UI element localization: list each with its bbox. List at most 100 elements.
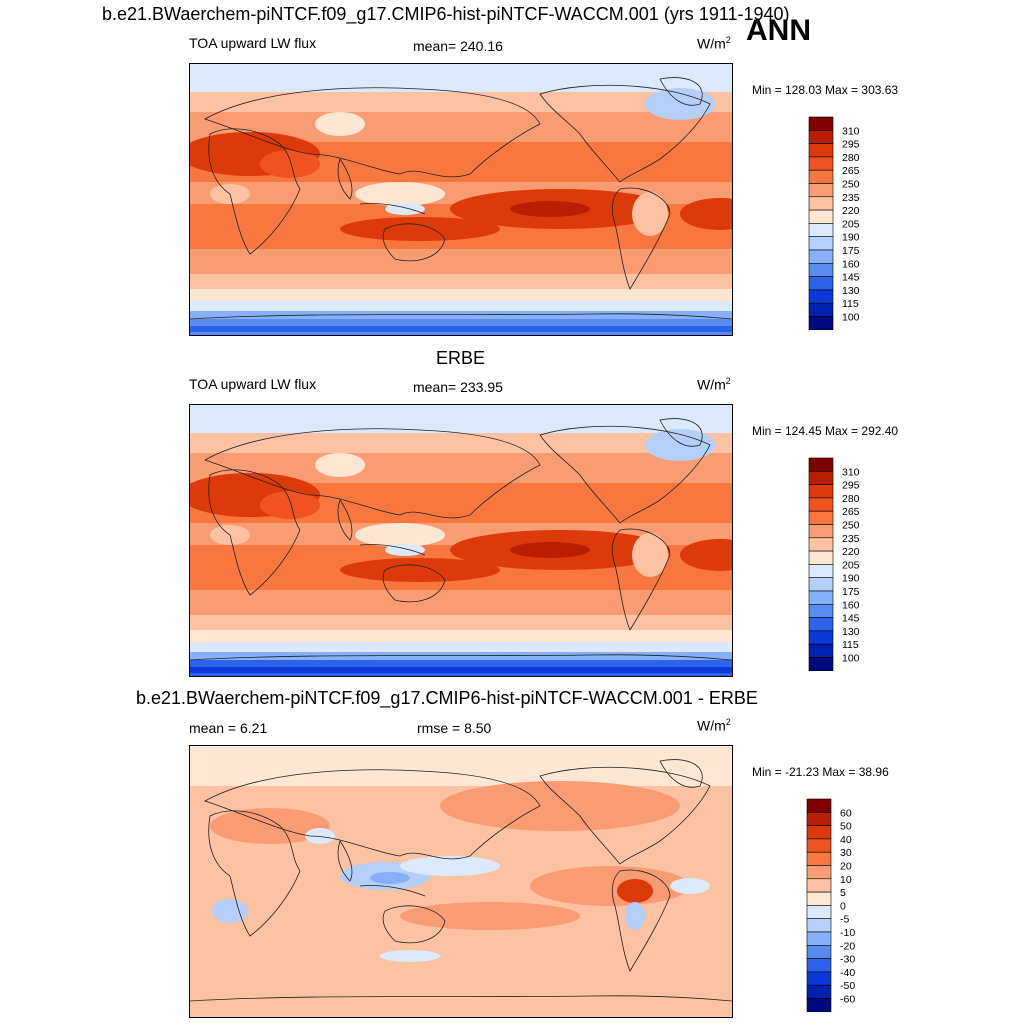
panel1-mean-label: mean= 240.16 bbox=[413, 38, 503, 54]
colorbar-label: 130 bbox=[842, 626, 860, 638]
colorbar-box bbox=[808, 249, 834, 264]
colorbar-box bbox=[808, 130, 834, 144]
colorbar-box bbox=[808, 577, 834, 592]
colorbar-label: 310 bbox=[842, 466, 860, 478]
colorbar-label: 115 bbox=[842, 298, 859, 310]
colorbar-box bbox=[808, 564, 834, 579]
colorbar-label: 100 bbox=[842, 312, 860, 324]
panel2-colorbar: 310 295 280 265 250 235 220 205 190 175 160 145 130 1… bbox=[808, 457, 888, 676]
colorbar-label: 250 bbox=[842, 179, 860, 191]
colorbar-box bbox=[806, 918, 832, 933]
colorbar-box bbox=[808, 497, 834, 512]
colorbar-box bbox=[806, 812, 832, 826]
panel3-rmse-label: rmse = 8.50 bbox=[417, 720, 492, 736]
colorbar-label: 280 bbox=[842, 493, 860, 505]
colorbar-box bbox=[806, 798, 832, 813]
colorbar-label: 220 bbox=[842, 546, 860, 558]
colorbar-label: 310 bbox=[842, 125, 860, 137]
colorbar-label: -40 bbox=[840, 967, 855, 979]
colorbar-label: -20 bbox=[840, 940, 855, 952]
colorbar-label: 175 bbox=[842, 245, 860, 257]
colorbar-box bbox=[808, 457, 834, 472]
colorbar-box bbox=[808, 116, 834, 131]
colorbar-box bbox=[808, 590, 834, 605]
colorbar-box bbox=[808, 524, 834, 539]
colorbar-label: 10 bbox=[840, 874, 852, 886]
panel2-units: W/m2 bbox=[697, 376, 731, 393]
colorbar-label: 175 bbox=[842, 586, 860, 598]
colorbar-label: 160 bbox=[842, 258, 860, 270]
colorbar-box bbox=[808, 196, 834, 211]
colorbar-box bbox=[806, 971, 832, 986]
colorbar-label: 265 bbox=[842, 165, 860, 177]
colorbar-label: -5 bbox=[840, 914, 849, 926]
colorbar-box bbox=[808, 617, 834, 632]
colorbar-box bbox=[808, 183, 834, 198]
colorbar-label: 220 bbox=[842, 205, 860, 217]
colorbar-box bbox=[808, 630, 834, 645]
panel2-title: ERBE bbox=[436, 348, 486, 368]
colorbar-box bbox=[808, 209, 834, 224]
panel1-units: W/m2 bbox=[697, 35, 731, 52]
panel3-colorbar: 60 50 40 30 20 10 5 0 -5 -10 -20 -30 -40 -50 -60 bbox=[806, 798, 886, 1017]
colorbar-box bbox=[808, 289, 834, 304]
colorbar-box bbox=[808, 643, 834, 658]
colorbar-label: 205 bbox=[842, 559, 860, 571]
figure-title: b.e21.BWaerchem-piNTCF.f09_g17.CMIP6-his… bbox=[102, 4, 790, 24]
colorbar-label: 5 bbox=[840, 887, 846, 899]
colorbar-box bbox=[806, 998, 832, 1013]
colorbar-box bbox=[806, 905, 832, 920]
panel1-minmax: Min = 128.03 Max = 303.63 bbox=[752, 83, 899, 97]
colorbar-box bbox=[806, 878, 832, 893]
panel2-map bbox=[189, 404, 733, 677]
panel3-minmax: Min = -21.23 Max = 38.96 bbox=[752, 765, 889, 779]
colorbar-label: -60 bbox=[840, 994, 855, 1006]
colorbar-box bbox=[806, 825, 832, 840]
colorbar-box bbox=[808, 156, 834, 171]
colorbar-label: 100 bbox=[842, 653, 860, 665]
colorbar-label: 280 bbox=[842, 152, 860, 164]
colorbar-label: 160 bbox=[842, 599, 860, 611]
colorbar-label: 295 bbox=[842, 480, 860, 492]
colorbar-label: 40 bbox=[840, 834, 852, 846]
colorbar-box bbox=[808, 302, 834, 317]
colorbar-label: 130 bbox=[842, 285, 860, 297]
panel1-variable-label: TOA upward LW flux bbox=[189, 35, 317, 51]
colorbar-label: 250 bbox=[842, 520, 860, 532]
colorbar-box bbox=[806, 891, 832, 906]
colorbar-box bbox=[808, 316, 834, 331]
colorbar-label: 60 bbox=[840, 807, 852, 819]
colorbar-box bbox=[808, 657, 834, 672]
colorbar-label: 145 bbox=[842, 272, 860, 284]
colorbar-label: -30 bbox=[840, 954, 855, 966]
colorbar-label: 205 bbox=[842, 218, 860, 230]
colorbar-label: 235 bbox=[842, 192, 860, 204]
colorbar-box bbox=[806, 984, 832, 999]
colorbar-label: 190 bbox=[842, 232, 860, 244]
colorbar-label: 190 bbox=[842, 573, 860, 585]
colorbar-label: 20 bbox=[840, 861, 852, 873]
colorbar-box bbox=[806, 838, 832, 853]
panel1-map bbox=[189, 63, 733, 336]
colorbar-label: 50 bbox=[840, 821, 852, 833]
panel3-units: W/m2 bbox=[697, 717, 731, 734]
colorbar-box bbox=[808, 143, 834, 158]
colorbar-label: 235 bbox=[842, 533, 860, 545]
panel3-map bbox=[189, 745, 733, 1018]
colorbar-box bbox=[806, 851, 832, 866]
season-label: ANN bbox=[746, 14, 811, 47]
colorbar-box bbox=[806, 931, 832, 946]
colorbar-label: 145 bbox=[842, 613, 860, 625]
colorbar-box bbox=[808, 550, 834, 565]
colorbar-box bbox=[806, 945, 832, 959]
colorbar-label: 30 bbox=[840, 847, 852, 859]
colorbar-box bbox=[808, 471, 834, 485]
colorbar-label: 115 bbox=[842, 639, 859, 651]
colorbar-box bbox=[808, 169, 834, 184]
colorbar-label: -50 bbox=[840, 980, 855, 992]
panel3-mean-label: mean = 6.21 bbox=[189, 720, 268, 736]
colorbar-box bbox=[806, 958, 832, 973]
colorbar-label: 265 bbox=[842, 506, 860, 518]
panel3-title: b.e21.BWaerchem-piNTCF.f09_g17.CMIP6-his… bbox=[136, 688, 758, 708]
panel2-mean-label: mean= 233.95 bbox=[413, 379, 503, 395]
